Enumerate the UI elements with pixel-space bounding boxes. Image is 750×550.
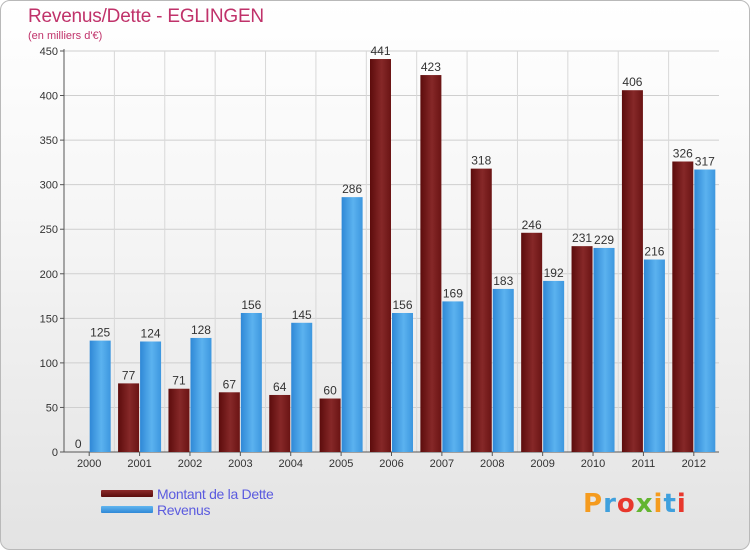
logo-letter: P [583, 489, 604, 519]
bar-revenus [190, 337, 212, 452]
x-tick-label: 2004 [278, 458, 302, 470]
bar-dette [319, 398, 341, 452]
chart-subtitle: (en milliers d'€) [28, 30, 103, 42]
data-label-revenus: 183 [493, 274, 513, 288]
logo-letter: o [616, 489, 636, 519]
logo-letter: i [676, 489, 687, 519]
y-tick-label: 50 [46, 402, 58, 414]
x-tick-label: 2003 [228, 458, 252, 470]
y-tick-label: 450 [40, 46, 58, 58]
bar-dette [571, 246, 593, 452]
x-tick-label: 2001 [127, 458, 151, 470]
y-tick-label: 350 [40, 135, 58, 147]
data-label-dette: 231 [572, 231, 592, 245]
data-label-dette: 77 [122, 368, 136, 382]
data-label-dette: 326 [673, 146, 693, 160]
logo-letter: t [663, 489, 677, 519]
data-label-dette: 64 [273, 380, 287, 394]
data-label-dette: 0 [75, 437, 82, 451]
data-label-dette: 423 [421, 60, 441, 74]
y-tick-label: 200 [40, 269, 58, 281]
bar-dette [521, 232, 543, 452]
legend-label-revenus: Revenus [157, 502, 211, 518]
data-label-dette: 67 [223, 377, 237, 391]
x-tick-label: 2007 [430, 458, 454, 470]
bar-dette [118, 383, 140, 452]
data-label-revenus: 216 [644, 245, 664, 259]
bar-revenus [442, 301, 464, 452]
bar-dette [370, 59, 391, 453]
data-label-dette: 318 [471, 154, 491, 168]
data-label-revenus: 229 [594, 233, 614, 247]
bar-dette [420, 75, 442, 452]
y-tick-label: 150 [40, 313, 58, 325]
bar-revenus [593, 247, 615, 452]
data-label-revenus: 124 [141, 327, 161, 341]
bar-dette [269, 394, 291, 452]
x-tick-label: 2000 [77, 458, 101, 470]
y-tick-label: 250 [40, 224, 58, 236]
data-label-revenus: 169 [443, 286, 463, 300]
chart-title: Revenus/Dette - EGLINGEN [28, 6, 264, 27]
y-tick-label: 100 [40, 358, 58, 370]
y-tick-label: 0 [52, 447, 58, 459]
data-label-revenus: 156 [392, 298, 412, 312]
data-label-dette: 71 [172, 374, 186, 388]
x-tick-label: 2002 [178, 458, 202, 470]
data-label-revenus: 192 [544, 266, 564, 280]
bar-dette [218, 392, 240, 452]
data-label-revenus: 156 [241, 298, 261, 312]
x-tick-label: 2008 [480, 458, 504, 470]
bar-revenus [543, 280, 565, 452]
data-label-revenus: 286 [342, 182, 362, 196]
logo-letter: r [603, 489, 617, 519]
x-tick-label: 2005 [329, 458, 353, 470]
bar-revenus [140, 341, 162, 452]
x-tick-label: 2010 [581, 458, 605, 470]
legend-label-dette: Montant de la Dette [157, 486, 274, 502]
logo-letter: x [635, 489, 654, 519]
bar-revenus [392, 312, 413, 452]
bar-revenus [89, 340, 111, 452]
bar-revenus [341, 197, 363, 452]
data-label-revenus: 125 [90, 326, 110, 340]
bar-revenus [240, 312, 262, 452]
bar-revenus [492, 288, 514, 452]
data-label-revenus: 317 [695, 155, 715, 169]
legend-swatch-dette [101, 490, 153, 497]
data-label-revenus: 145 [292, 308, 312, 322]
bar-dette [621, 90, 643, 452]
y-tick-label: 400 [40, 91, 58, 103]
bar-dette [470, 168, 492, 453]
x-tick-label: 2006 [379, 458, 403, 470]
bar-dette [168, 388, 190, 452]
legend-swatch-revenus [101, 506, 153, 513]
data-label-dette: 406 [622, 75, 642, 89]
y-tick-label: 300 [40, 180, 58, 192]
x-tick-label: 2009 [530, 458, 554, 470]
x-tick-label: 2012 [682, 458, 706, 470]
bar-dette [672, 161, 694, 452]
bar-revenus [643, 259, 665, 452]
logo-letter: i [653, 489, 664, 519]
data-label-dette: 60 [323, 384, 337, 398]
data-label-dette: 246 [522, 218, 542, 232]
bar-revenus [694, 169, 716, 453]
data-label-dette: 441 [370, 44, 390, 58]
bar-revenus [291, 322, 313, 452]
data-label-revenus: 128 [191, 323, 211, 337]
x-tick-label: 2011 [632, 458, 656, 470]
proxiti-logo: Proxiti [583, 489, 687, 519]
